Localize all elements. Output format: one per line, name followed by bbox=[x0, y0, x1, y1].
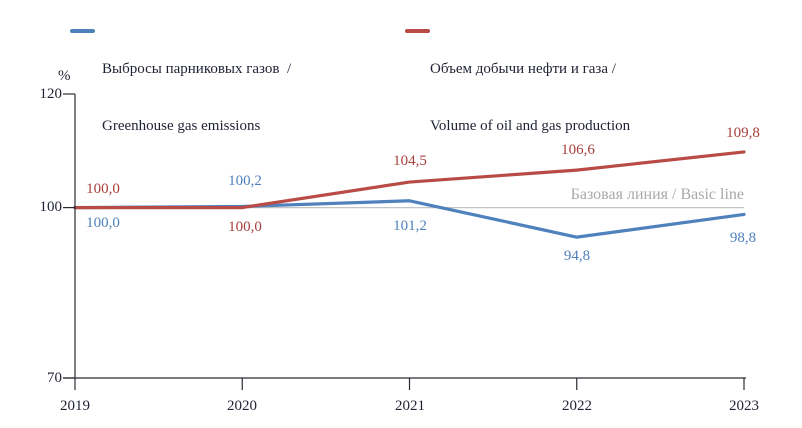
data-label-emissions-2019: 100,0 bbox=[86, 215, 120, 231]
legend-label-production-line1: Объем добычи нефти и газа / bbox=[430, 61, 616, 77]
y-tick-120: 120 bbox=[39, 86, 63, 102]
x-tick-2020: 2020 bbox=[227, 398, 257, 414]
legend-dash-red-icon bbox=[405, 29, 430, 33]
legend-label-production: Объем добычи нефти и газа / Volume of oi… bbox=[430, 22, 630, 174]
data-label-production-2022: 106,6 bbox=[561, 142, 595, 158]
data-label-production-2023: 109,8 bbox=[726, 125, 760, 141]
legend-label-emissions-line2: Greenhouse gas emissions bbox=[102, 118, 261, 134]
legend-label-emissions: Выбросы парниковых газов / Greenhouse ga… bbox=[102, 22, 291, 174]
data-label-emissions-2023: 98,8 bbox=[729, 230, 757, 246]
y-axis-unit-label: % bbox=[58, 68, 71, 84]
baseline-annotation: Базовая линия / Basic line bbox=[570, 186, 744, 203]
data-label-production-2020: 100,0 bbox=[228, 219, 262, 235]
legend-dash-blue-icon bbox=[70, 29, 95, 33]
data-label-production-2021: 104,5 bbox=[393, 153, 427, 169]
y-tick-100: 100 bbox=[39, 199, 63, 215]
x-tick-2023: 2023 bbox=[729, 398, 759, 414]
x-tick-2022: 2022 bbox=[562, 398, 592, 414]
data-label-production-2019: 100,0 bbox=[86, 181, 120, 197]
data-label-emissions-2022: 94,8 bbox=[563, 248, 591, 264]
data-label-emissions-2021: 101,2 bbox=[393, 218, 427, 234]
x-tick-2021: 2021 bbox=[395, 398, 425, 414]
production-line bbox=[73, 150, 746, 210]
y-tick-70: 70 bbox=[47, 370, 62, 386]
legend-label-emissions-line1: Выбросы парниковых газов / bbox=[102, 61, 292, 77]
data-label-emissions-2020: 100,2 bbox=[228, 173, 262, 189]
x-tick-2019: 2019 bbox=[60, 398, 90, 414]
legend-label-production-line2: Volume of oil and gas production bbox=[430, 118, 631, 134]
